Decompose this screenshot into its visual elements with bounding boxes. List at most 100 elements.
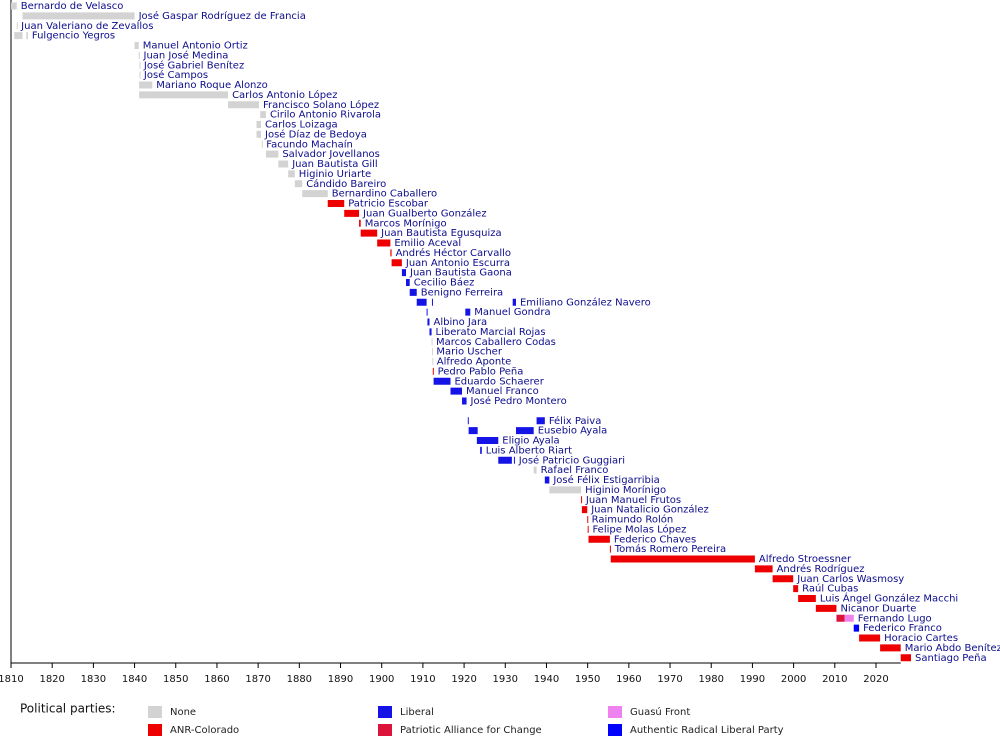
x-tick-label: 1970: [657, 674, 682, 685]
president-name: Luis Alberto Riart: [486, 445, 572, 456]
term-bar: [429, 328, 432, 336]
president-name: Santiago Peña: [915, 653, 987, 664]
term-bar: [139, 61, 141, 69]
x-tick-label: 1900: [369, 674, 394, 685]
term-bar: [853, 624, 860, 632]
president-name: Eusebio Ayala: [538, 426, 608, 437]
term-bar: [536, 417, 545, 425]
president-name: Pedro Pablo Peña: [438, 366, 524, 377]
term-bar: [11, 2, 17, 10]
president-name: Juan Antonio Escurra: [405, 258, 510, 269]
president-name: Alfredo Aponte: [437, 357, 512, 368]
president-name: Marcos Morínigo: [365, 217, 447, 229]
president-name: Eligio Ayala: [502, 436, 559, 447]
president-name: José Campos: [143, 69, 208, 81]
term-bar: [406, 279, 410, 286]
term-bar: [480, 446, 482, 454]
term-bar: [228, 101, 259, 109]
president-name: Manuel Franco: [466, 386, 539, 397]
term-bar: [390, 249, 392, 257]
term-bar: [401, 269, 407, 277]
term-bar: [581, 496, 583, 504]
x-tick-label: 1820: [39, 674, 64, 685]
term-bar: [498, 456, 512, 464]
x-tick-label: 1850: [163, 674, 188, 685]
president-name: Andrés Rodríguez: [777, 563, 865, 575]
term-bar: [467, 417, 469, 425]
term-bar: [844, 614, 854, 622]
x-tick-label: 1830: [81, 674, 106, 685]
president-name: Juan Carlos Wasmosy: [796, 574, 904, 585]
president-name: Juan Manuel Frutos: [585, 495, 681, 506]
term-bar: [256, 121, 262, 128]
term-bar: [344, 209, 360, 217]
x-tick-label: 1890: [328, 674, 353, 685]
president-name: Raimundo Rolón: [592, 514, 674, 526]
president-name: José Gabriel Benítez: [143, 59, 244, 71]
term-bar: [793, 585, 799, 593]
president-name: Fernando Lugo: [858, 613, 932, 624]
term-bar: [391, 259, 402, 267]
term-bar: [450, 387, 463, 395]
president-name: Mario Uscher: [436, 347, 502, 358]
term-bar: [138, 51, 140, 59]
x-tick-label: 2000: [781, 674, 806, 685]
legend-label: ANR-Colorado: [170, 725, 239, 736]
legend-swatch: [608, 706, 622, 718]
term-bar: [377, 239, 391, 247]
president-name: Mariano Roque Alonzo: [156, 80, 267, 91]
president-name: Bernardino Caballero: [332, 189, 437, 200]
president-name: Juan Bautista Gill: [291, 159, 377, 170]
president-name: Alfredo Stroessner: [759, 554, 852, 565]
term-bar: [409, 288, 417, 296]
x-tick-label: 1910: [410, 674, 435, 685]
term-bar: [549, 486, 582, 494]
term-bar: [515, 427, 534, 435]
president-name: Felipe Molas López: [592, 523, 686, 535]
legend-label: Liberal: [400, 707, 434, 718]
president-name: Juan Gualberto González: [362, 207, 487, 219]
legend-swatch: [148, 724, 162, 736]
president-name: Andrés Héctor Carvallo: [396, 247, 511, 259]
president-name: Manuel Antonio Ortiz: [143, 41, 248, 52]
president-name: Federico Chaves: [614, 534, 696, 545]
term-bar: [815, 604, 837, 612]
president-name: José Félix Estigarribia: [552, 474, 659, 486]
president-name: Cecilio Báez: [414, 277, 475, 289]
president-name: José Gaspar Rodríguez de Francia: [138, 10, 306, 22]
x-tick-label: 1810: [0, 674, 24, 685]
president-name: Nicanor Duarte: [840, 603, 916, 614]
term-bar: [465, 308, 471, 316]
president-name: Carlos Antonio López: [232, 89, 337, 101]
term-bar: [432, 358, 434, 365]
legend-label: None: [170, 707, 196, 718]
president-name: Tomás Romero Pereira: [614, 543, 726, 555]
term-bar: [288, 170, 295, 178]
president-name: Facundo Machaín: [266, 138, 353, 150]
term-bar: [360, 229, 378, 237]
term-bar: [798, 595, 816, 602]
president-name: Mario Abdo Benítez: [905, 642, 1000, 654]
term-bar: [900, 654, 912, 662]
president-name: Francisco Solano López: [263, 99, 379, 111]
president-name: Higinio Uriarte: [299, 169, 371, 180]
x-tick-label: 1860: [204, 674, 229, 685]
x-tick-label: 2020: [863, 674, 888, 685]
term-bar: [610, 555, 755, 563]
president-name: Juan José Medina: [143, 49, 229, 61]
term-bar: [772, 575, 794, 583]
president-name: Higinio Morínigo: [585, 484, 666, 496]
term-bar: [431, 338, 433, 346]
term-bar: [880, 644, 901, 652]
president-name: Juan Valeriano de Zevallos: [20, 21, 153, 32]
term-bar: [16, 22, 18, 30]
legend-label: Guasú Front: [630, 706, 690, 718]
president-name: José Pedro Montero: [470, 395, 567, 407]
legend-swatch: [148, 706, 162, 718]
term-bar: [609, 545, 611, 553]
term-bar: [462, 397, 467, 405]
term-bar: [139, 91, 229, 99]
president-name: Luis Ángel González Macchi: [820, 592, 958, 605]
term-bar: [134, 42, 139, 49]
